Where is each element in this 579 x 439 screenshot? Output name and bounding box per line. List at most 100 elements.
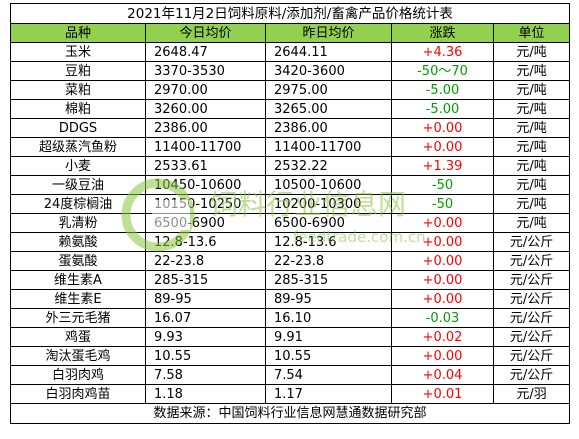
cell-name: 外三元毛猪 xyxy=(10,308,146,328)
cell-unit: 元/吨 xyxy=(492,99,571,119)
cell-yesterday-price: 285-315 xyxy=(265,270,392,290)
cell-today-price: 2386.00 xyxy=(145,118,266,138)
cell-today-price: 2970.00 xyxy=(145,80,266,100)
cell-today-price: 2533.61 xyxy=(145,156,266,176)
cell-name: 白羽肉鸡 xyxy=(10,365,146,385)
cell-unit: 元/吨 xyxy=(492,156,571,176)
cell-today-price: 2648.47 xyxy=(145,42,266,62)
cell-yesterday-price: 7.54 xyxy=(265,365,392,385)
cell-unit: 元/公斤 xyxy=(492,365,571,385)
col-header-change: 涨跌 xyxy=(391,23,494,43)
cell-today-price: 22-23.8 xyxy=(145,251,266,271)
header-row: 品种 今日均价 昨日均价 涨跌 单位 xyxy=(10,23,571,43)
cell-yesterday-price: 11400-11700 xyxy=(265,137,392,157)
data-source-note: 数据来源：中国饲料行业信息网慧通数据研究部 xyxy=(9,403,571,424)
cell-today-price: 89-95 xyxy=(145,289,266,309)
table-row: 鸡蛋 9.93 9.91 +0.02 元/公斤 xyxy=(10,327,571,347)
table-row: 蛋氨酸 22-23.8 22-23.8 +0.00 元/公斤 xyxy=(10,251,571,271)
cell-name: 豆粕 xyxy=(10,61,146,81)
table-row: 淘汰蛋毛鸡 10.55 10.55 +0.00 元/公斤 xyxy=(10,346,571,366)
cell-change: +0.01 xyxy=(391,384,494,404)
cell-today-price: 11400-11700 xyxy=(145,137,266,157)
col-header-unit: 单位 xyxy=(492,23,571,43)
cell-unit: 元/公斤 xyxy=(492,327,571,347)
cell-change: -5.00 xyxy=(391,99,494,119)
cell-name: 玉米 xyxy=(10,42,146,62)
table-row: 超级蒸汽鱼粉 11400-11700 11400-11700 +0.00 元/吨 xyxy=(10,137,571,157)
table-row: 小麦 2533.61 2532.22 +1.39 元/吨 xyxy=(10,156,571,176)
cell-today-price: 10.55 xyxy=(145,346,266,366)
cell-name: 白羽肉鸡苗 xyxy=(10,384,146,404)
cell-today-price: 10150-10250 xyxy=(145,194,266,214)
cell-change: +0.00 xyxy=(391,346,494,366)
cell-today-price: 12.8-13.6 xyxy=(145,232,266,252)
cell-unit: 元/公斤 xyxy=(492,289,571,309)
price-table: 2021年11月2日饲料原料/添加剂/畜禽产品价格统计表 品种 今日均价 昨日均… xyxy=(9,3,571,424)
table-row: 外三元毛猪 16.07 16.10 -0.03 元/公斤 xyxy=(10,308,571,328)
cell-unit: 元/吨 xyxy=(492,42,571,62)
cell-change: +0.00 xyxy=(391,213,494,233)
table-row: 玉米 2648.47 2644.11 +4.36 元/吨 xyxy=(10,42,571,62)
cell-name: 维生素E xyxy=(10,289,146,309)
cell-yesterday-price: 22-23.8 xyxy=(265,251,392,271)
cell-change: +0.02 xyxy=(391,327,494,347)
cell-change: +0.00 xyxy=(391,137,494,157)
cell-name: 一级豆油 xyxy=(10,175,146,195)
cell-yesterday-price: 2386.00 xyxy=(265,118,392,138)
table-row: DDGS 2386.00 2386.00 +0.00 元/吨 xyxy=(10,118,571,138)
table-row: 菜粕 2970.00 2975.00 -5.00 元/吨 xyxy=(10,80,571,100)
cell-yesterday-price: 12.8-13.6 xyxy=(265,232,392,252)
cell-today-price: 1.18 xyxy=(145,384,266,404)
cell-change: +0.00 xyxy=(391,251,494,271)
cell-name: 菜粕 xyxy=(10,80,146,100)
table-row: 24度棕榈油 10150-10250 10200-10300 -50 元/吨 xyxy=(10,194,571,214)
cell-unit: 元/吨 xyxy=(492,213,571,233)
table-row: 乳清粉 6500-6900 6500-6900 +0.00 元/吨 xyxy=(10,213,571,233)
cell-unit: 元/公斤 xyxy=(492,346,571,366)
cell-change: +0.00 xyxy=(391,270,494,290)
cell-name: 蛋氨酸 xyxy=(10,251,146,271)
cell-unit: 元/公斤 xyxy=(492,232,571,252)
table-row: 赖氨酸 12.8-13.6 12.8-13.6 +0.00 元/公斤 xyxy=(10,232,571,252)
table-row: 白羽肉鸡 7.58 7.54 +0.04 元/公斤 xyxy=(10,365,571,385)
cell-today-price: 6500-6900 xyxy=(145,213,266,233)
cell-change: +0.00 xyxy=(391,118,494,138)
cell-unit: 元/吨 xyxy=(492,61,571,81)
cell-yesterday-price: 2975.00 xyxy=(265,80,392,100)
cell-name: 超级蒸汽鱼粉 xyxy=(10,137,146,157)
cell-today-price: 3370-3530 xyxy=(145,61,266,81)
cell-yesterday-price: 89-95 xyxy=(265,289,392,309)
cell-name: DDGS xyxy=(10,118,146,138)
cell-unit: 元/吨 xyxy=(492,137,571,157)
cell-yesterday-price: 2532.22 xyxy=(265,156,392,176)
cell-unit: 元/公斤 xyxy=(492,251,571,271)
cell-change: +4.36 xyxy=(391,42,494,62)
cell-change: +0.00 xyxy=(391,232,494,252)
cell-unit: 元/羽 xyxy=(492,384,571,404)
price-table-container: 2021年11月2日饲料原料/添加剂/畜禽产品价格统计表 品种 今日均价 昨日均… xyxy=(9,3,571,424)
cell-name: 小麦 xyxy=(10,156,146,176)
cell-unit: 元/吨 xyxy=(492,175,571,195)
cell-change: -5.00 xyxy=(391,80,494,100)
cell-today-price: 285-315 xyxy=(145,270,266,290)
table-row: 维生素E 89-95 89-95 +0.00 元/公斤 xyxy=(10,289,571,309)
cell-yesterday-price: 2644.11 xyxy=(265,42,392,62)
cell-name: 维生素A xyxy=(10,270,146,290)
table-row: 豆粕 3370-3530 3420-3600 -50～70 元/吨 xyxy=(10,61,571,81)
cell-yesterday-price: 1.17 xyxy=(265,384,392,404)
cell-yesterday-price: 10500-10600 xyxy=(265,175,392,195)
cell-change: -50～70 xyxy=(391,61,494,81)
cell-name: 乳清粉 xyxy=(10,213,146,233)
cell-yesterday-price: 16.10 xyxy=(265,308,392,328)
cell-yesterday-price: 9.91 xyxy=(265,327,392,347)
table-row: 白羽肉鸡苗 1.18 1.17 +0.01 元/羽 xyxy=(10,384,571,404)
table-body: 玉米 2648.47 2644.11 +4.36 元/吨 豆粕 3370-3530 3420-… xyxy=(10,42,571,404)
cell-change: -0.03 xyxy=(391,308,494,328)
col-header-name: 品种 xyxy=(10,23,146,43)
cell-today-price: 3260.00 xyxy=(145,99,266,119)
cell-change: +0.00 xyxy=(391,289,494,309)
col-header-today: 今日均价 xyxy=(145,23,266,43)
cell-unit: 元/公斤 xyxy=(492,270,571,290)
cell-yesterday-price: 3265.00 xyxy=(265,99,392,119)
cell-change: +1.39 xyxy=(391,156,494,176)
